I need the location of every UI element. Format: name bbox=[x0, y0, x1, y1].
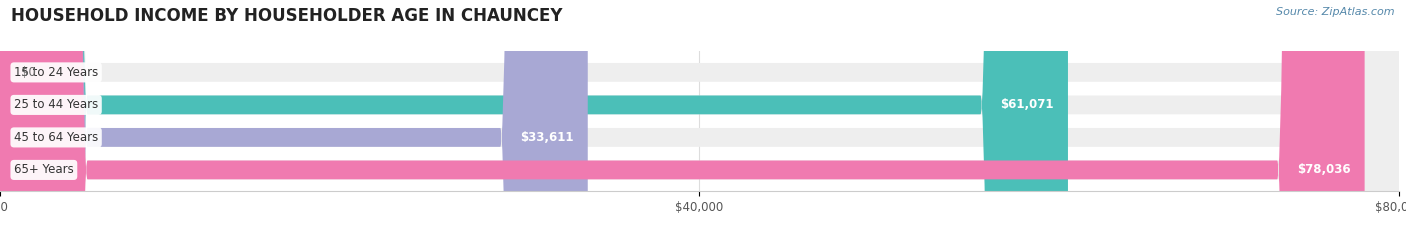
FancyBboxPatch shape bbox=[0, 0, 1069, 233]
Text: 15 to 24 Years: 15 to 24 Years bbox=[14, 66, 98, 79]
Text: Source: ZipAtlas.com: Source: ZipAtlas.com bbox=[1277, 7, 1395, 17]
Text: $0: $0 bbox=[21, 66, 37, 79]
Text: $33,611: $33,611 bbox=[520, 131, 574, 144]
FancyBboxPatch shape bbox=[0, 0, 588, 233]
Text: 45 to 64 Years: 45 to 64 Years bbox=[14, 131, 98, 144]
Text: 25 to 44 Years: 25 to 44 Years bbox=[14, 98, 98, 111]
Text: $78,036: $78,036 bbox=[1296, 163, 1351, 176]
Text: $61,071: $61,071 bbox=[1001, 98, 1054, 111]
FancyBboxPatch shape bbox=[0, 0, 1365, 233]
Text: 65+ Years: 65+ Years bbox=[14, 163, 73, 176]
Text: HOUSEHOLD INCOME BY HOUSEHOLDER AGE IN CHAUNCEY: HOUSEHOLD INCOME BY HOUSEHOLDER AGE IN C… bbox=[11, 7, 562, 25]
